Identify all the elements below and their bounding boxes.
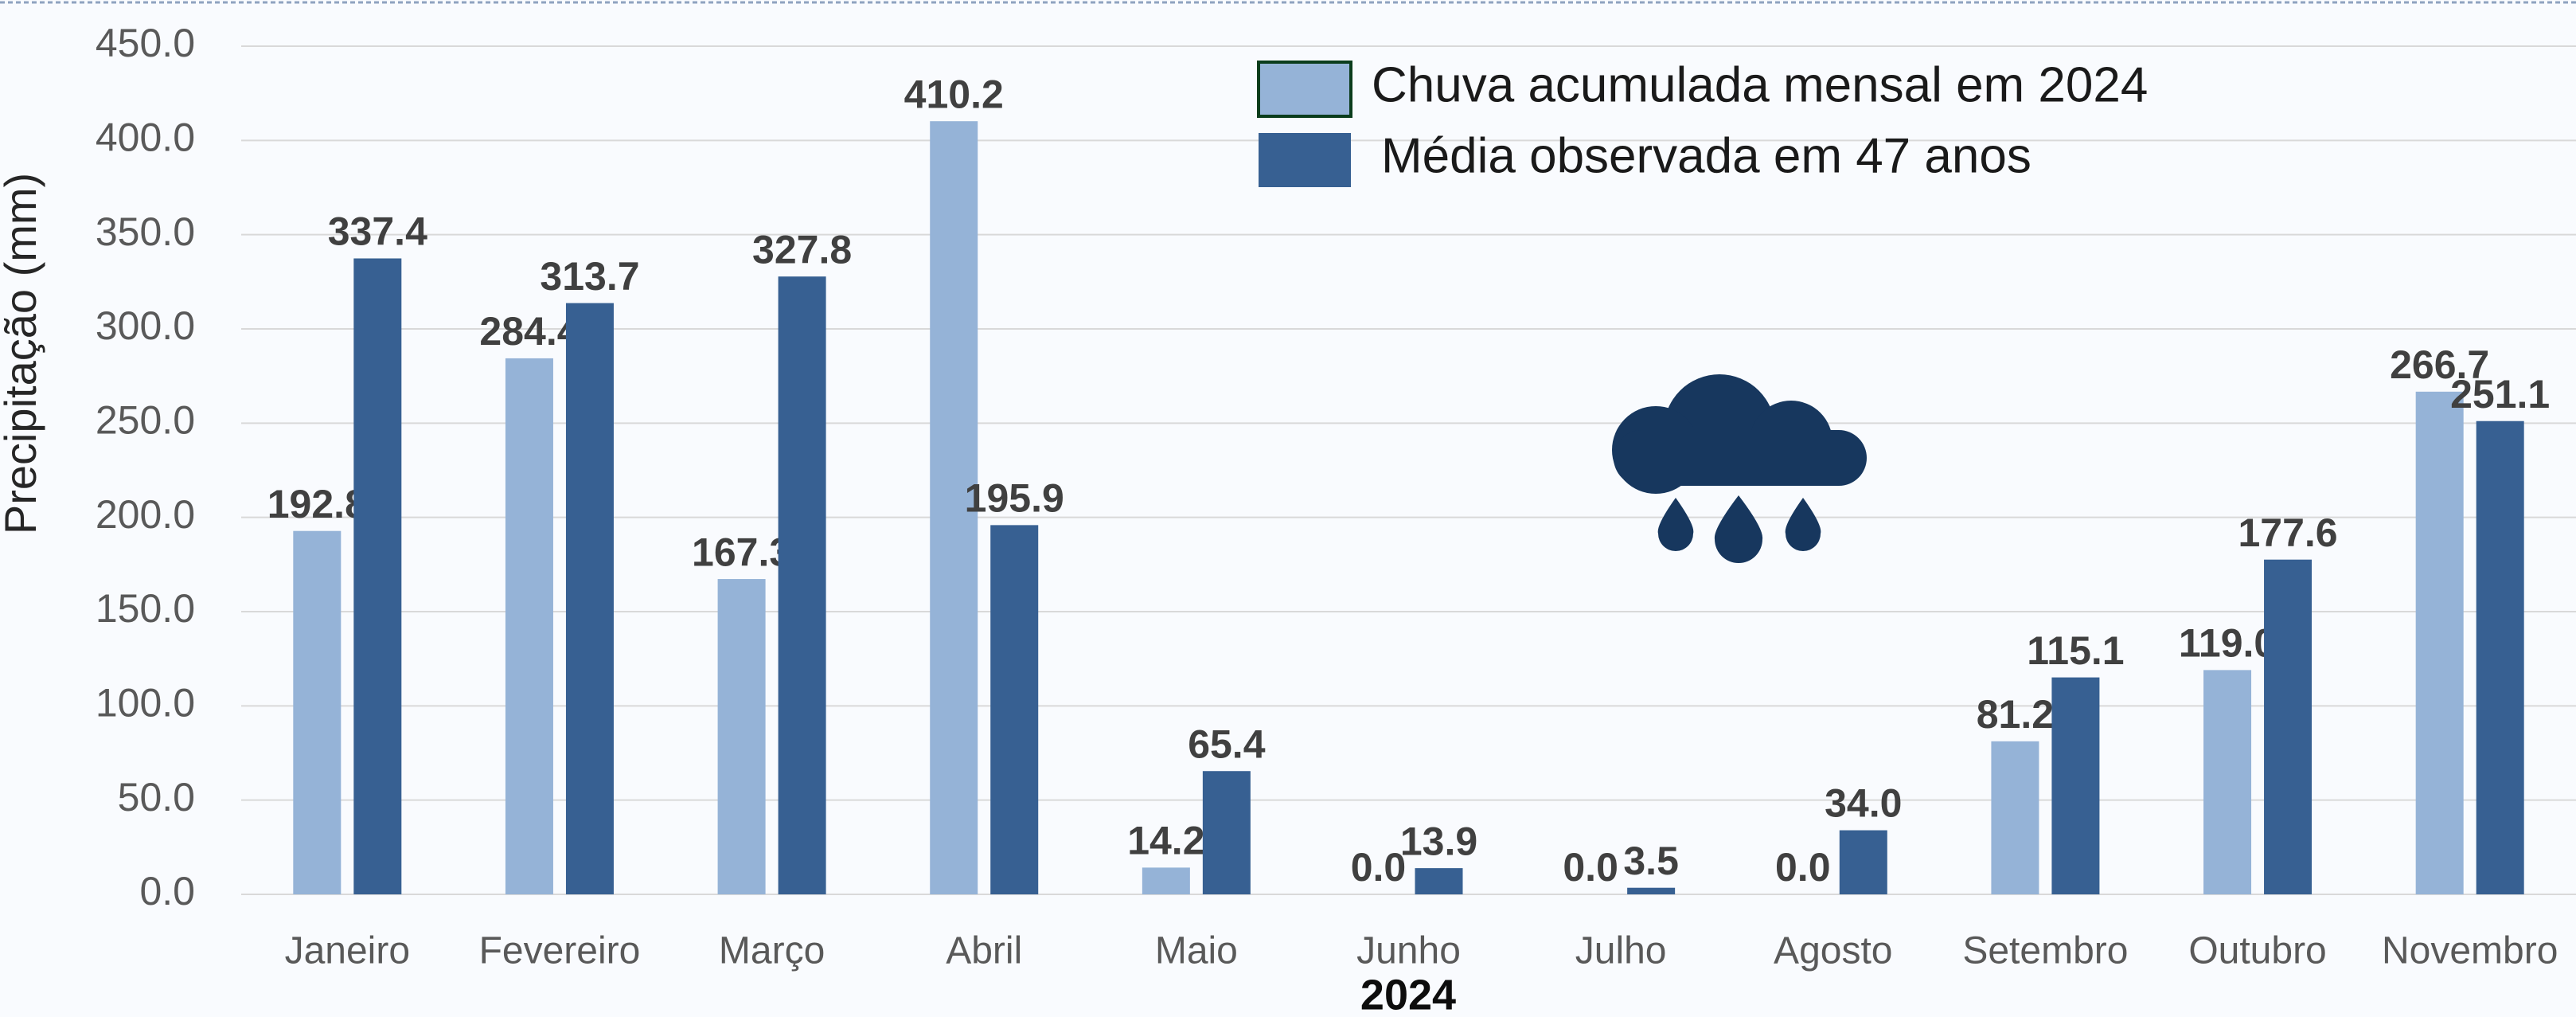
bar: [2051, 677, 2100, 894]
bar: [353, 258, 402, 894]
legend-swatch: [1257, 61, 1352, 118]
x-tick-label: Agosto: [1774, 930, 1892, 972]
y-tick-label: 0.0: [139, 869, 195, 913]
y-tick-label: 200.0: [96, 492, 195, 537]
value-label: 65.4: [1188, 722, 1266, 766]
value-label: 14.2: [1127, 819, 1204, 863]
bar: [505, 358, 553, 894]
x-tick-label: Maio: [1155, 930, 1238, 972]
value-label: 0.0: [1775, 845, 1831, 890]
value-label: 13.9: [1400, 819, 1477, 863]
y-tick-label: 400.0: [96, 115, 195, 160]
y-tick-label: 450.0: [96, 21, 195, 65]
legend-label: Chuva acumulada mensal em 2024: [1372, 57, 2148, 112]
value-label: 192.8: [267, 482, 367, 526]
value-label: 195.9: [965, 476, 1064, 521]
value-label: 81.2: [1977, 692, 2054, 737]
rain-icon: [1612, 374, 1867, 563]
bar: [1839, 830, 1887, 894]
y-tick-label: 150.0: [96, 586, 195, 631]
bar: [565, 303, 614, 894]
value-label: 0.0: [1563, 845, 1618, 890]
y-tick-label: 350.0: [96, 209, 195, 254]
x-tick-label: Novembro: [2382, 930, 2558, 972]
value-label: 284.4: [479, 309, 579, 354]
value-label: 34.0: [1825, 781, 1902, 826]
value-label: 327.8: [752, 227, 852, 272]
bar: [1142, 867, 1190, 894]
x-tick-label: Junho: [1356, 930, 1461, 972]
x-tick-label: Abril: [946, 930, 1022, 972]
legend-swatch: [1259, 133, 1351, 187]
y-tick-label: 50.0: [118, 775, 195, 819]
value-label: 0.0: [1351, 845, 1407, 890]
legend: Chuva acumulada mensal em 2024 Média obse…: [1257, 57, 2148, 187]
bar: [1627, 887, 1676, 894]
value-label: 3.5: [1623, 839, 1679, 883]
bar: [1415, 868, 1463, 894]
bar: [990, 525, 1039, 894]
y-tick-label: 100.0: [96, 681, 195, 726]
x-tick-label: Outubro: [2188, 930, 2326, 972]
bar: [1991, 741, 2039, 894]
value-label: 266.7: [2390, 342, 2489, 387]
value-label: 410.2: [904, 72, 1004, 116]
y-tick-label: 300.0: [96, 303, 195, 348]
value-label: 337.4: [328, 209, 427, 254]
bar: [2264, 559, 2313, 894]
legend-label: Média observada em 47 anos: [1381, 128, 2032, 183]
value-label: 177.6: [2238, 510, 2337, 555]
y-tick-label: 250.0: [96, 398, 195, 443]
x-tick-label: Fevereiro: [479, 930, 641, 972]
bar: [293, 530, 342, 894]
bars: Janeiro 192.8 337.4 Fevereiro 284.4 313.7 Març…: [267, 72, 2558, 972]
x-axis-label: 2024: [1360, 971, 1456, 1017]
grid: 0.0 50.0 100.0 150.0 200.0 250.0 300.0 350.0 400…: [96, 21, 2576, 913]
value-label: 167.3: [692, 530, 791, 574]
x-tick-label: Julho: [1575, 930, 1667, 972]
x-tick-label: Setembro: [1962, 930, 2128, 972]
bar: [2476, 420, 2524, 894]
value-label: 115.1: [2027, 628, 2124, 673]
value-label: 313.7: [540, 254, 639, 299]
x-tick-label: Janeiro: [285, 930, 410, 972]
y-axis-label: Precipitação (mm): [0, 173, 45, 534]
bar: [1202, 771, 1251, 894]
bar: [778, 276, 826, 894]
bar: [717, 579, 766, 894]
x-tick-label: Março: [719, 930, 825, 972]
bar: [2415, 391, 2464, 894]
value-label: 251.1: [2450, 372, 2550, 417]
value-label: 119.0: [2179, 621, 2276, 666]
bar: [930, 121, 978, 894]
bar: [2203, 670, 2252, 894]
